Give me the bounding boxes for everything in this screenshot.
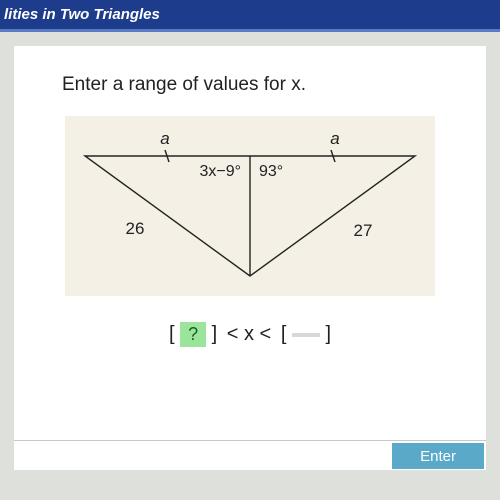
- content-card: Enter a range of values for x. a a 3x−9°…: [14, 46, 486, 466]
- answer-input-lower[interactable]: ?: [180, 322, 206, 347]
- triangle-svg: a a 3x−9° 93° 26 27: [65, 116, 435, 296]
- enter-bar: Enter: [14, 440, 486, 470]
- angle-left-expr: 3x−9°: [199, 163, 241, 180]
- prompt-text: Enter a range of values for x.: [62, 74, 462, 96]
- enter-button[interactable]: Enter: [392, 443, 484, 469]
- header-title: lities in Two Triangles: [4, 6, 160, 23]
- bracket-open: [: [169, 323, 175, 345]
- bracket-open-2: [: [281, 323, 287, 345]
- angle-right: 93°: [259, 163, 283, 180]
- inequality-mid: < x <: [227, 323, 271, 345]
- label-a-right: a: [330, 129, 339, 148]
- label-a-left: a: [160, 129, 169, 148]
- lesson-header: lities in Two Triangles: [0, 0, 500, 32]
- side-right: 27: [354, 221, 373, 240]
- triangle-figure: a a 3x−9° 93° 26 27: [65, 116, 435, 296]
- answer-input-upper[interactable]: [292, 333, 320, 337]
- side-left: 26: [126, 219, 145, 238]
- answer-template: [ ? ] < x < [ ]: [38, 322, 462, 347]
- bracket-close-1: ]: [212, 323, 218, 345]
- bracket-close: ]: [326, 323, 332, 345]
